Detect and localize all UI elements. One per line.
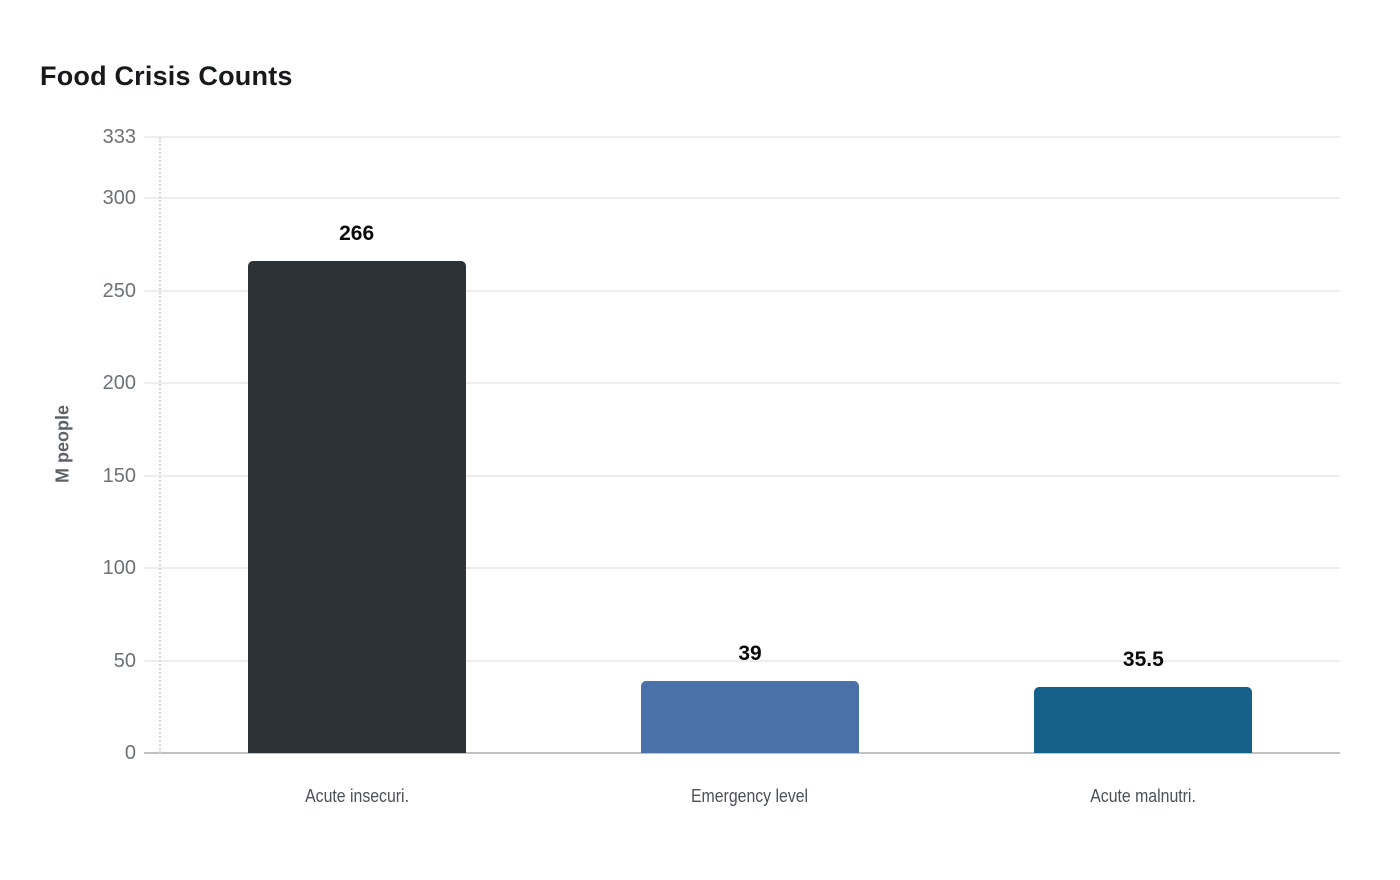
bar-value-label: 39 xyxy=(738,641,762,665)
x-tick-label: Acute insecuri. xyxy=(197,786,517,806)
x-tick-label: Emergency level xyxy=(590,786,910,806)
y-tick-label: 50 xyxy=(113,649,136,672)
gridline xyxy=(144,289,1340,292)
y-tick-label: 333 xyxy=(102,126,136,148)
chart-title: Food Crisis Counts xyxy=(40,61,293,91)
y-tick-label: 300 xyxy=(102,187,136,210)
gridline xyxy=(144,474,1340,477)
bar xyxy=(1034,687,1253,753)
y-tick-label: 250 xyxy=(102,279,136,302)
bar xyxy=(641,680,859,753)
y-tick-label: 150 xyxy=(102,464,136,487)
bar xyxy=(247,260,466,753)
x-tick-label-text: Emergency level xyxy=(691,786,809,806)
bar-value-label: 266 xyxy=(339,221,375,245)
gridline xyxy=(144,136,1340,138)
x-tick-label-text: Acute malnutri. xyxy=(1090,786,1197,806)
gridline xyxy=(144,659,1340,662)
x-axis-baseline xyxy=(144,752,1340,754)
y-axis-line xyxy=(159,137,161,753)
gridline xyxy=(144,197,1340,200)
x-tick-label: Acute malnutri. xyxy=(983,786,1303,806)
y-tick-label: 100 xyxy=(102,557,136,579)
gridline xyxy=(144,567,1340,569)
x-tick-label-text: Acute insecuri. xyxy=(304,786,409,806)
y-tick-label: 0 xyxy=(124,742,136,764)
bar-value-label: 35.5 xyxy=(1122,648,1164,672)
y-tick-label: 200 xyxy=(102,372,136,395)
gridline xyxy=(144,382,1340,385)
